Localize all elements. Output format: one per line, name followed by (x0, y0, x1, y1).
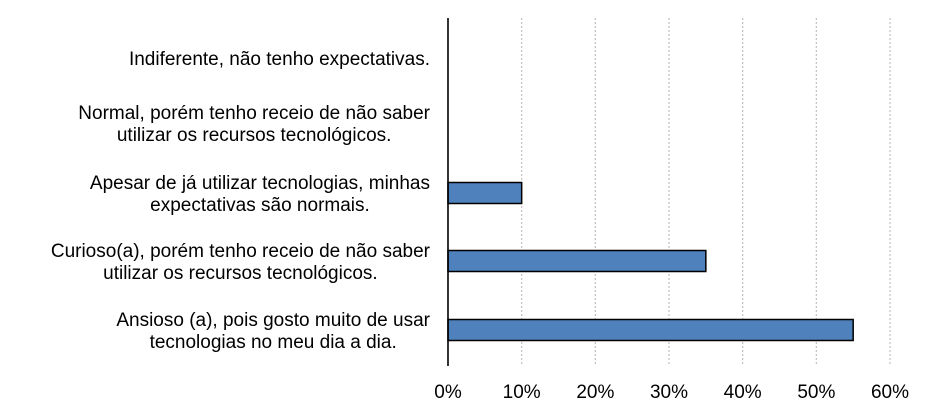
category-label-line: utilizar os recursos tecnológicos. (103, 263, 378, 284)
x-tick-label: 20% (576, 382, 614, 403)
category-label-line: Indiferente, não tenho expectativas. (129, 49, 430, 70)
category-label-0: Indiferente, não tenho expectativas. (129, 49, 430, 70)
category-label-1: Normal, porém tenho receio de não saber u… (78, 103, 430, 146)
x-tick-label: 10% (503, 382, 541, 403)
category-label-4: Ansioso (a), pois gosto muito de usar tec… (116, 310, 430, 353)
x-tick-label: 40% (724, 382, 762, 403)
category-label-2: Apesar de já utilizar tecnologias, minha… (90, 173, 430, 216)
category-label-line: utilizar os recursos tecnológicos. (117, 125, 392, 146)
bar-2 (447, 181, 523, 205)
category-label-3: Curioso(a), porém tenho receio de não sa… (51, 241, 431, 284)
category-label-line: expectativas são normais. (150, 195, 370, 216)
category-label-line: Apesar de já utilizar tecnologias, minha… (90, 173, 430, 194)
category-label-line: tecnologias no meu dia a dia. (150, 332, 397, 353)
x-tick-label: 0% (434, 382, 462, 403)
bar-4 (447, 318, 854, 342)
x-tick-label: 30% (650, 382, 688, 403)
category-label-line: Normal, porém tenho receio de não saber (78, 103, 430, 124)
x-tick-label: 50% (797, 382, 835, 403)
category-label-line: Ansioso (a), pois gosto muito de usar (116, 310, 430, 331)
bar-3 (447, 249, 707, 273)
category-label-line: Curioso(a), porém tenho receio de não sa… (51, 241, 431, 262)
x-tick-label: 60% (871, 382, 909, 403)
